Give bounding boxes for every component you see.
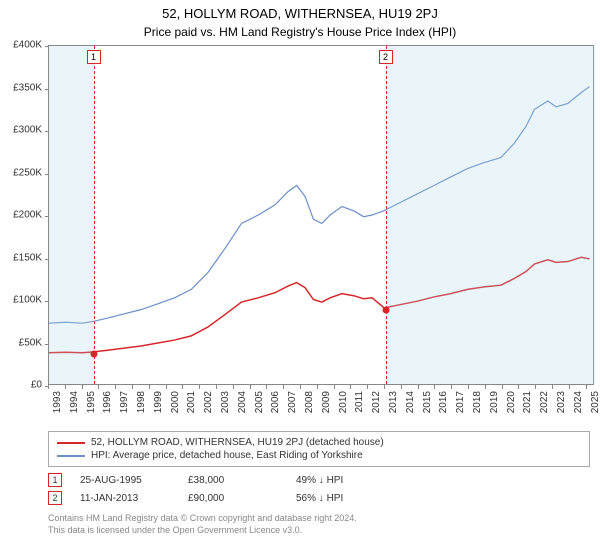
y-tick-label: £400K [13,40,42,51]
x-tick-label: 2003 [220,391,231,413]
sale-vline [386,46,387,384]
sale-detail-row: 1 25-AUG-1995 £38,000 49% ↓ HPI [48,473,590,487]
y-tick-label: £100K [13,295,42,306]
footnote: Contains HM Land Registry data © Crown c… [48,513,590,536]
x-tick-label: 2010 [338,391,349,413]
legend-label-property: 52, HOLLYM ROAD, WITHERNSEA, HU19 2PJ (d… [91,437,384,448]
x-tick-label: 2017 [455,391,466,413]
x-tick-label: 2004 [237,391,248,413]
plot-area: 12 [48,45,594,385]
x-tick-label: 1993 [52,391,63,413]
x-tick-label: 2014 [405,391,416,413]
sale-price: £38,000 [188,475,278,486]
x-tick-label: 2015 [422,391,433,413]
y-tick-label: £150K [13,252,42,263]
legend-item-hpi: HPI: Average price, detached house, East… [57,449,581,462]
x-tick-label: 2009 [321,391,332,413]
legend-label-hpi: HPI: Average price, detached house, East… [91,450,363,461]
sale-marker-box: 1 [87,50,101,64]
sale-marker-box: 2 [379,50,393,64]
x-tick-label: 2018 [472,391,483,413]
chart-subtitle: Price paid vs. HM Land Registry's House … [0,21,600,45]
x-tick-label: 1995 [86,391,97,413]
chart-area: £0£50K£100K£150K£200K£250K£300K£350K£400… [48,45,594,385]
sale-detail-row: 2 11-JAN-2013 £90,000 56% ↓ HPI [48,491,590,505]
x-tick-label: 2001 [186,391,197,413]
x-axis-labels: 1993 1994 1995 1996 1997 1998 1999 2000 2001 2002… [48,385,594,425]
x-tick-label: 2016 [438,391,449,413]
y-tick-label: £0 [31,380,42,391]
x-tick-label: 2000 [170,391,181,413]
x-tick-label: 1999 [153,391,164,413]
x-tick-label: 2008 [304,391,315,413]
x-tick-label: 1994 [69,391,80,413]
x-tick-label: 1997 [119,391,130,413]
legend-item-property: 52, HOLLYM ROAD, WITHERNSEA, HU19 2PJ (d… [57,436,581,449]
y-tick-label: £200K [13,210,42,221]
sale-index-box: 1 [48,473,62,487]
sale-point-dot [382,306,389,313]
footnote-line-1: Contains HM Land Registry data © Crown c… [48,513,590,525]
y-tick-label: £50K [19,337,42,348]
x-tick-label: 2023 [556,391,567,413]
sale-delta: 49% ↓ HPI [296,475,386,486]
x-tick-label: 1996 [102,391,113,413]
y-tick-label: £350K [13,82,42,93]
legend-swatch-hpi [57,455,85,457]
x-tick-label: 2025 [590,391,600,413]
x-tick-label: 2002 [203,391,214,413]
x-tick-label: 2006 [270,391,281,413]
x-tick-label: 2007 [287,391,298,413]
x-tick-label: 2020 [506,391,517,413]
x-tick-label: 2012 [371,391,382,413]
shaded-region [386,46,595,384]
y-tick-label: £300K [13,125,42,136]
chart-title: 52, HOLLYM ROAD, WITHERNSEA, HU19 2PJ [0,0,600,21]
sale-index-box: 2 [48,491,62,505]
x-tick-label: 2011 [354,391,365,413]
sale-date: 25-AUG-1995 [80,475,170,486]
sale-point-dot [90,350,97,357]
sale-date: 11-JAN-2013 [80,493,170,504]
x-tick-label: 2019 [489,391,500,413]
sale-price: £90,000 [188,493,278,504]
legend-swatch-property [57,442,85,444]
sale-delta: 56% ↓ HPI [296,493,386,504]
legend-box: 52, HOLLYM ROAD, WITHERNSEA, HU19 2PJ (d… [48,431,590,467]
sale-vline [94,46,95,384]
x-tick-label: 2024 [573,391,584,413]
x-tick-label: 2022 [539,391,550,413]
shaded-region [49,46,94,384]
x-tick-label: 2021 [522,391,533,413]
y-tick-label: £250K [13,167,42,178]
x-tick-label: 2005 [254,391,265,413]
x-tick-label: 1998 [136,391,147,413]
x-tick-label: 2013 [388,391,399,413]
footnote-line-2: This data is licensed under the Open Gov… [48,525,590,537]
